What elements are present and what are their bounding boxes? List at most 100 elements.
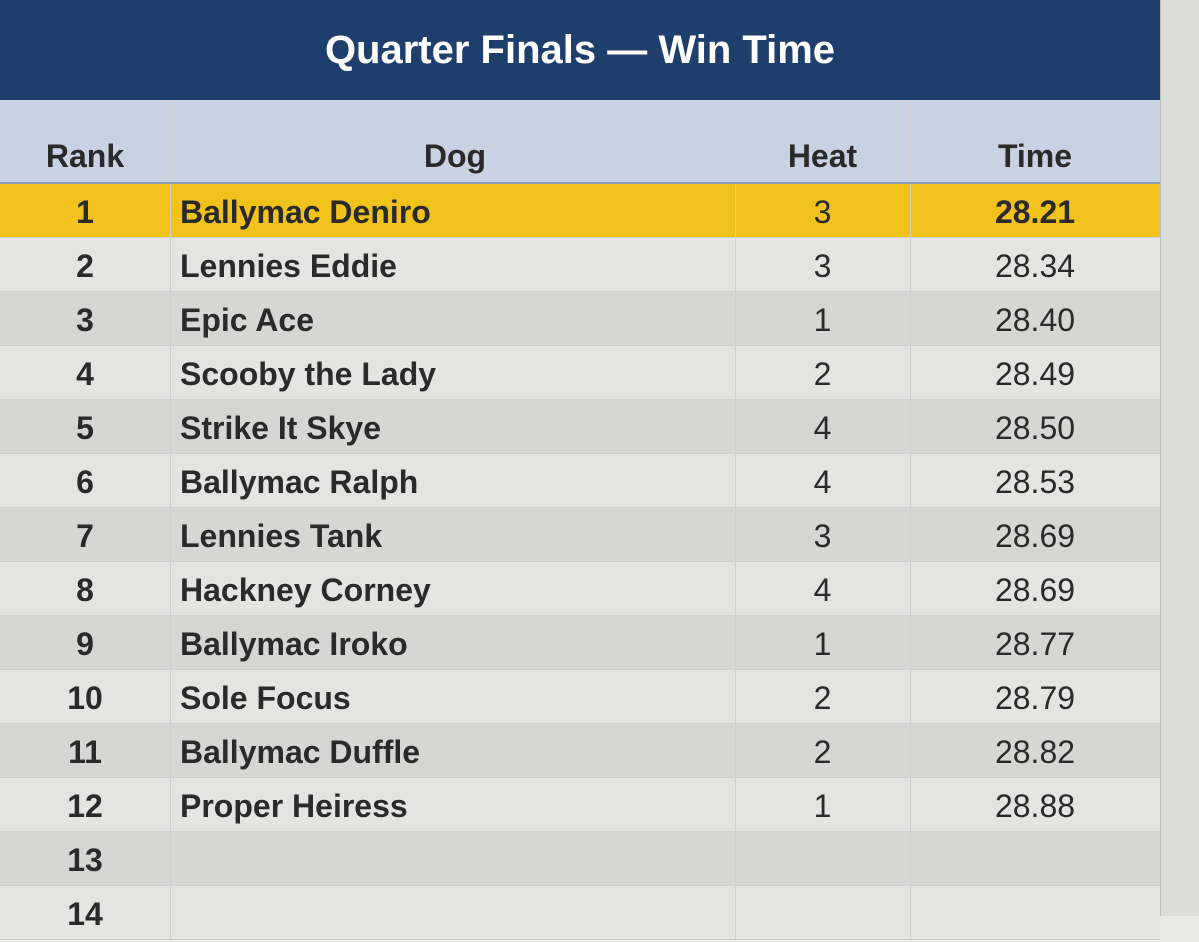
dog-cell: Ballymac Duffle xyxy=(180,734,421,770)
cell-border xyxy=(170,670,171,723)
table-row: 10 Sole Focus 2 28.79 xyxy=(0,670,1160,724)
cell-border xyxy=(170,508,171,561)
cell-border xyxy=(735,778,736,831)
time-cell: 28.82 xyxy=(994,734,1076,770)
table-row: 7 Lennies Tank 3 28.69 xyxy=(0,508,1160,562)
column-header: Time xyxy=(997,138,1073,174)
cell-border xyxy=(910,292,911,345)
cell-border xyxy=(735,670,736,723)
time-cell: 28.49 xyxy=(994,356,1076,392)
table-row: 5 Strike It Skye 4 28.50 xyxy=(0,400,1160,454)
heat-cell: 4 xyxy=(813,572,832,608)
heat-cell: 1 xyxy=(813,626,832,662)
cell-border xyxy=(735,346,736,399)
time-cell: 28.79 xyxy=(994,680,1076,716)
cell-border xyxy=(170,400,171,453)
rank-cell: 9 xyxy=(76,626,94,662)
cell-border xyxy=(735,238,736,291)
cell-border xyxy=(910,832,911,885)
cell-border xyxy=(735,292,736,345)
table-row: 2 Lennies Eddie 3 28.34 xyxy=(0,238,1160,292)
cell-border xyxy=(910,400,911,453)
table-row: 13 xyxy=(0,832,1160,886)
time-cell: 28.34 xyxy=(994,248,1076,284)
rank-cell: 6 xyxy=(76,464,94,500)
heat-cell: 2 xyxy=(813,356,832,392)
dog-cell: Sole Focus xyxy=(180,680,351,716)
cell-border xyxy=(170,292,171,345)
cell-border xyxy=(170,832,171,885)
cell-border xyxy=(910,100,911,182)
cell-border xyxy=(735,508,736,561)
cell-border xyxy=(170,724,171,777)
cell-border xyxy=(910,508,911,561)
cell-border xyxy=(170,346,171,399)
heat-cell: 4 xyxy=(813,464,832,500)
heat-cell: 3 xyxy=(813,518,832,554)
table-row: 6 Ballymac Ralph 4 28.53 xyxy=(0,454,1160,508)
cell-border xyxy=(910,184,911,237)
time-cell: 28.40 xyxy=(994,302,1076,338)
rank-cell: 5 xyxy=(76,410,94,446)
dog-cell: Lennies Tank xyxy=(180,518,383,554)
sheet-title: Quarter Finals — Win Time xyxy=(0,0,1160,100)
time-cell: 28.53 xyxy=(994,464,1076,500)
cell-border xyxy=(735,724,736,777)
rank-cell: 8 xyxy=(76,572,94,608)
heat-cell: 3 xyxy=(813,248,832,284)
time-cell: 28.88 xyxy=(994,788,1076,824)
cell-border xyxy=(170,616,171,669)
cell-border xyxy=(910,346,911,399)
time-cell: 28.69 xyxy=(994,572,1076,608)
cell-border xyxy=(735,886,736,939)
dog-cell: Hackney Corney xyxy=(180,572,431,608)
time-cell: 28.77 xyxy=(994,626,1076,662)
cell-border xyxy=(170,100,171,182)
rank-cell: 11 xyxy=(68,734,102,770)
time-cell: 28.69 xyxy=(994,518,1076,554)
table-row: 3 Epic Ace 1 28.40 xyxy=(0,292,1160,346)
dog-cell: Lennies Eddie xyxy=(180,248,397,284)
dog-cell: Scooby the Lady xyxy=(180,356,437,392)
dog-cell: Proper Heiress xyxy=(180,788,408,824)
table-row: 11 Ballymac Duffle 2 28.82 xyxy=(0,724,1160,778)
cell-border xyxy=(170,184,171,237)
rank-cell: 14 xyxy=(67,896,103,932)
column-header: Heat xyxy=(787,138,858,174)
dog-cell: Strike It Skye xyxy=(180,410,381,446)
cell-border xyxy=(735,400,736,453)
sheet-margin xyxy=(1160,0,1199,916)
heat-cell: 1 xyxy=(813,788,832,824)
column-header: Dog xyxy=(423,138,487,174)
time-cell: 28.50 xyxy=(994,410,1076,446)
cell-border xyxy=(735,832,736,885)
cell-border xyxy=(910,562,911,615)
cell-border xyxy=(735,454,736,507)
cell-border xyxy=(170,886,171,939)
heat-cell: 3 xyxy=(813,194,832,230)
rank-cell: 2 xyxy=(76,248,94,284)
cell-border xyxy=(910,778,911,831)
rank-cell: 1 xyxy=(76,194,94,230)
cell-border xyxy=(735,184,736,237)
cell-border xyxy=(735,100,736,182)
rank-cell: 10 xyxy=(67,680,103,716)
heat-cell: 2 xyxy=(813,680,832,716)
cell-border xyxy=(735,562,736,615)
column-header: Rank xyxy=(45,138,125,174)
table-row: 12 Proper Heiress 1 28.88 xyxy=(0,778,1160,832)
cell-border xyxy=(170,778,171,831)
table-row: 14 xyxy=(0,886,1160,940)
dog-cell: Ballymac Ralph xyxy=(180,464,419,500)
cell-border xyxy=(910,238,911,291)
time-cell: 28.21 xyxy=(994,194,1076,230)
table-row: 4 Scooby the Lady 2 28.49 xyxy=(0,346,1160,400)
heat-cell: 2 xyxy=(813,734,832,770)
cell-border xyxy=(170,562,171,615)
cell-border xyxy=(735,616,736,669)
dog-cell: Epic Ace xyxy=(180,302,314,338)
rank-cell: 4 xyxy=(76,356,94,392)
cell-border xyxy=(910,670,911,723)
dog-cell: Ballymac Iroko xyxy=(180,626,408,662)
